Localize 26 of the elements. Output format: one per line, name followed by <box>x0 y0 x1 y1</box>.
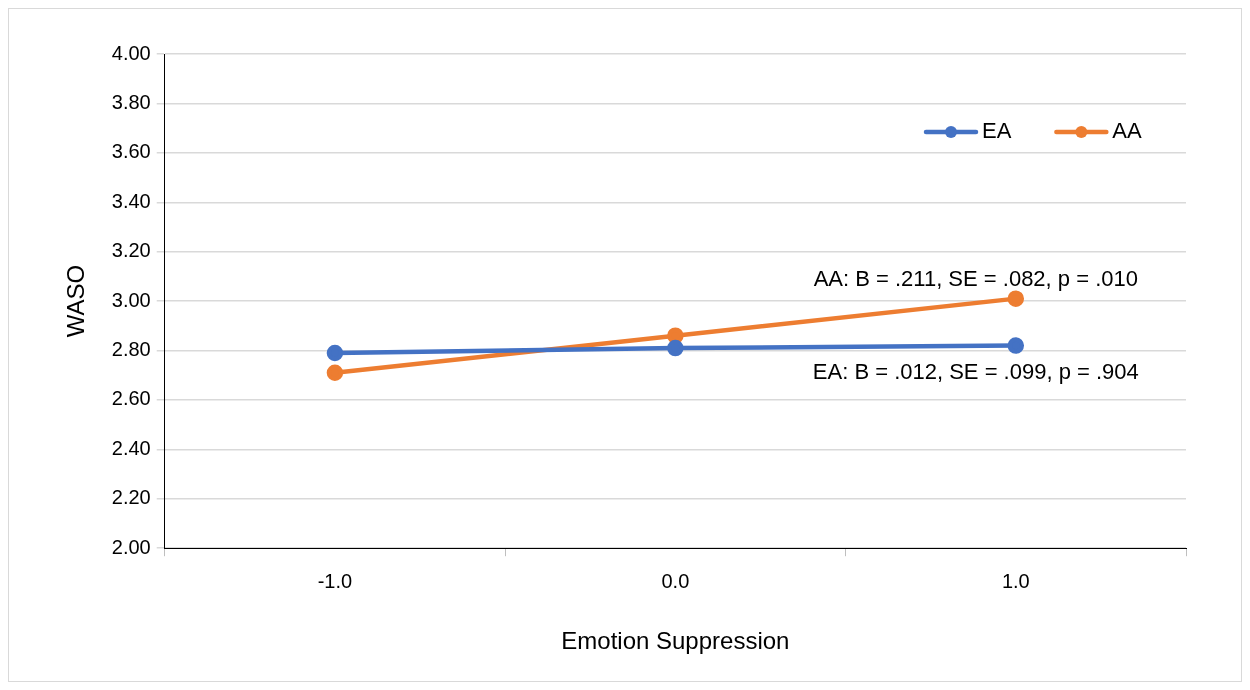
point <box>1007 290 1025 307</box>
y-tick-label: 2.40 <box>111 436 151 459</box>
x-tick-label: -1.0 <box>317 569 353 592</box>
legend-label: EA <box>982 118 1012 144</box>
y-tick-label: 2.20 <box>111 486 151 509</box>
y-tick-label: 3.40 <box>111 189 151 212</box>
x-tick-label: 0.0 <box>661 569 690 592</box>
point <box>326 344 344 362</box>
x-tick-label: 1.0 <box>1001 569 1030 592</box>
y-tick-label: 3.00 <box>111 288 151 311</box>
y-tick-label: 4.00 <box>111 41 151 64</box>
y-axis-title: WASO <box>62 264 90 338</box>
y-tick-label: 3.60 <box>111 140 151 163</box>
x-axis-title: Emotion Suppression <box>561 627 790 655</box>
point <box>326 364 344 382</box>
y-tick-label: 2.60 <box>111 387 151 410</box>
y-tick-label: 2.00 <box>111 535 151 558</box>
point <box>667 327 684 344</box>
point <box>667 339 684 357</box>
annotation: EA: B = .012, SE = .099, p = .904 <box>812 358 1139 384</box>
legend-label: AA <box>1112 118 1143 144</box>
point <box>1007 337 1025 354</box>
annotation: AA: B = .211, SE = .082, p = .010 <box>813 265 1138 291</box>
y-tick-label: 3.20 <box>111 239 151 262</box>
y-tick-label: 2.80 <box>111 338 151 361</box>
y-tick-label: 3.80 <box>111 90 151 113</box>
